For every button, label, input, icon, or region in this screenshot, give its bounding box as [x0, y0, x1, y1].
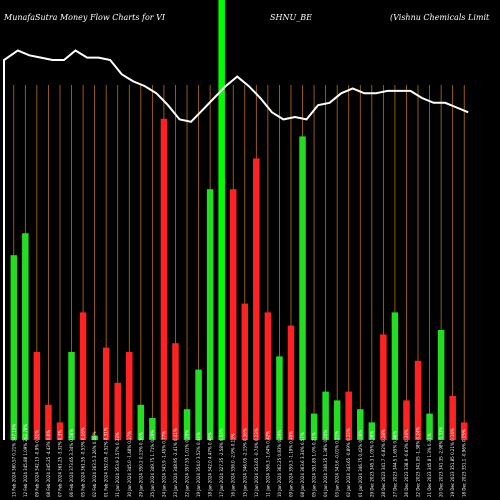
x-tick-label: 13 Feb 2024 360.57 0.21% 347.15% — [11, 424, 16, 497]
x-tick-label: 25 Jan 2024 349.75 1.71% 0.29% — [150, 430, 155, 497]
x-tick-label: 15 Jan 2024 346.05 -2.15% 0.36% — [242, 428, 247, 497]
bar — [33, 352, 41, 440]
bar — [149, 418, 156, 440]
x-tick-label: 28 Dec 2023 341.7 -0.82% 0.28% — [381, 429, 386, 497]
x-tick-label: 29 Jan 2024 350.2 0.13% 0.36% — [138, 432, 143, 497]
bar — [68, 352, 75, 440]
bar — [380, 334, 387, 440]
x-tick-label: 02 Feb 2024 363.5 3.26% 0.08% — [92, 431, 97, 497]
x-tick-label: 19 Dec 2023 351.85 0.21% 0.14% — [450, 428, 455, 497]
bar — [449, 396, 456, 440]
bar — [114, 382, 121, 440]
bar — [253, 158, 260, 440]
x-tick-label: 08 Feb 2024 345.25 -4.43% 0.6% — [46, 430, 51, 497]
bar — [10, 255, 18, 440]
x-tick-label: 12 Feb 2024 345.88 1.09% 262.78% — [23, 424, 28, 497]
bar — [206, 189, 214, 440]
chart-title-left: MunafaSutra Money Flow Charts for VI — [3, 13, 166, 22]
x-tick-label: 26 Dec 2023 338.9 -0.63% 0.34% — [404, 429, 409, 497]
x-tick-label: 17 Jan 2024 327.35 -2.58% 0.53% — [219, 428, 224, 497]
x-tick-label: 18 Jan 2024 342.0 4.47% 0.48% — [208, 432, 213, 497]
bar — [172, 343, 179, 440]
x-tick-label: 02 Jan 2024 343.65 -0.89% 0.22% — [346, 428, 351, 497]
x-tick-label: 22 Jan 2024 357.55 1.01% 0.29% — [185, 430, 190, 497]
bar — [437, 330, 445, 440]
x-tick-label: 31 Jan 2024 353.9 2.57% 0.33% — [115, 432, 120, 497]
x-tick-label: 03 Jan 2024 343.6 -0.01% 0.21% — [335, 431, 340, 497]
bar — [79, 312, 87, 440]
x-tick-label: 11 Jan 2024 356.3 -1.64% 0.42% — [265, 431, 270, 497]
x-tick-label: 30 Jan 2024 345.0 -1.48% 0.27% — [127, 431, 132, 497]
x-tick-label: 04 Jan 2024 348.35 1.38% 0.20% — [323, 430, 328, 497]
x-tick-label: 29 Dec 2023 345.3 1.05% 0.26% — [369, 431, 374, 497]
x-tick-label: 27 Dec 2023 344.5 1.65% 0.46% — [392, 431, 397, 497]
bar — [241, 303, 249, 440]
bar — [299, 136, 306, 440]
bar — [195, 369, 202, 440]
x-tick-label: 01 Jan 2024 346.75 0.42% 0.09% — [358, 430, 363, 497]
bar — [229, 189, 237, 440]
x-tick-label: 21 Dec 2023 345.8 1.3% 0.31% — [427, 433, 432, 497]
x-tick-label: 20 Dec 2023 341.35 -2.98% 0.33% — [439, 427, 444, 497]
bar — [403, 400, 410, 440]
bar — [91, 435, 98, 440]
bar — [426, 413, 433, 440]
bar — [56, 422, 64, 440]
bars — [10, 0, 468, 441]
bar — [276, 356, 283, 440]
x-tick-label: 06 Feb 2024 373.65 3.34% 0.56% — [69, 429, 74, 497]
bar — [137, 404, 145, 440]
bar — [368, 422, 376, 440]
x-tick-label: 18 Dec 2023 351.1 -0.96% 0.15% — [462, 429, 467, 497]
x-tick-label: 08 Jan 2024 363.6 3.34% 0.57% — [300, 432, 305, 497]
chart-title-center: SHNU_BE — [270, 13, 312, 22]
x-tick-label: 10 Jan 2024 362.25 0.83% 0.29% — [277, 430, 282, 497]
bar — [264, 312, 272, 440]
bar — [333, 400, 341, 440]
x-tick-label: 09 Feb 2024 342.13 -0.9% 0.51% — [34, 430, 39, 497]
bar — [460, 422, 468, 440]
bar — [310, 413, 318, 440]
bar — [102, 347, 110, 440]
bar — [183, 409, 191, 440]
x-tick-label: 23 Jan 2024 348.95 -2.41% 0.41% — [173, 428, 178, 497]
chart-title-right: (Vishnu Chemicals Limit — [390, 13, 490, 22]
x-tick-label: 01 Feb 2024 352.05 -0.52% 0.31% — [104, 427, 109, 497]
bar — [22, 233, 29, 440]
x-tick-label: 16 Jan 2024 336.0 -2.9% 0.13% — [231, 433, 236, 497]
bar — [287, 325, 295, 440]
x-tick-label: 22 Dec 2023 341.05 -1.38% 0.24% — [416, 427, 421, 497]
money-flow-line — [3, 49, 469, 440]
bar — [414, 360, 422, 440]
bar — [218, 0, 225, 440]
x-tick-label: 09 Jan 2024 359.3 -1.19% 0.49% — [288, 431, 293, 497]
x-tick-label: 24 Jan 2024 343.9 -1.45% 0.77% — [161, 431, 166, 497]
x-tick-labels: 13 Feb 2024 360.57 0.21% 347.15% 12 Feb 2… — [11, 424, 466, 497]
bar — [160, 118, 168, 441]
bar — [322, 391, 329, 440]
bar — [391, 312, 399, 440]
x-tick-label: 05 Feb 2024 361.55 -0.53% 0.16% — [81, 427, 86, 497]
bar — [45, 404, 52, 440]
x-tick-label: 05 Jan 2024 351.85 1.0% 0.21% — [312, 432, 317, 497]
x-tick-label: 12 Jan 2024 353.65 -0.74% 0.23% — [254, 428, 259, 497]
bar — [357, 409, 364, 440]
bar — [126, 352, 133, 440]
x-tick-label: 07 Feb 2024 361.25 -3.32% 0.3% — [57, 430, 62, 497]
bar — [345, 391, 352, 440]
x-tick-label: 19 Jan 2024 354.0 3.52% 0.44% — [196, 432, 201, 497]
